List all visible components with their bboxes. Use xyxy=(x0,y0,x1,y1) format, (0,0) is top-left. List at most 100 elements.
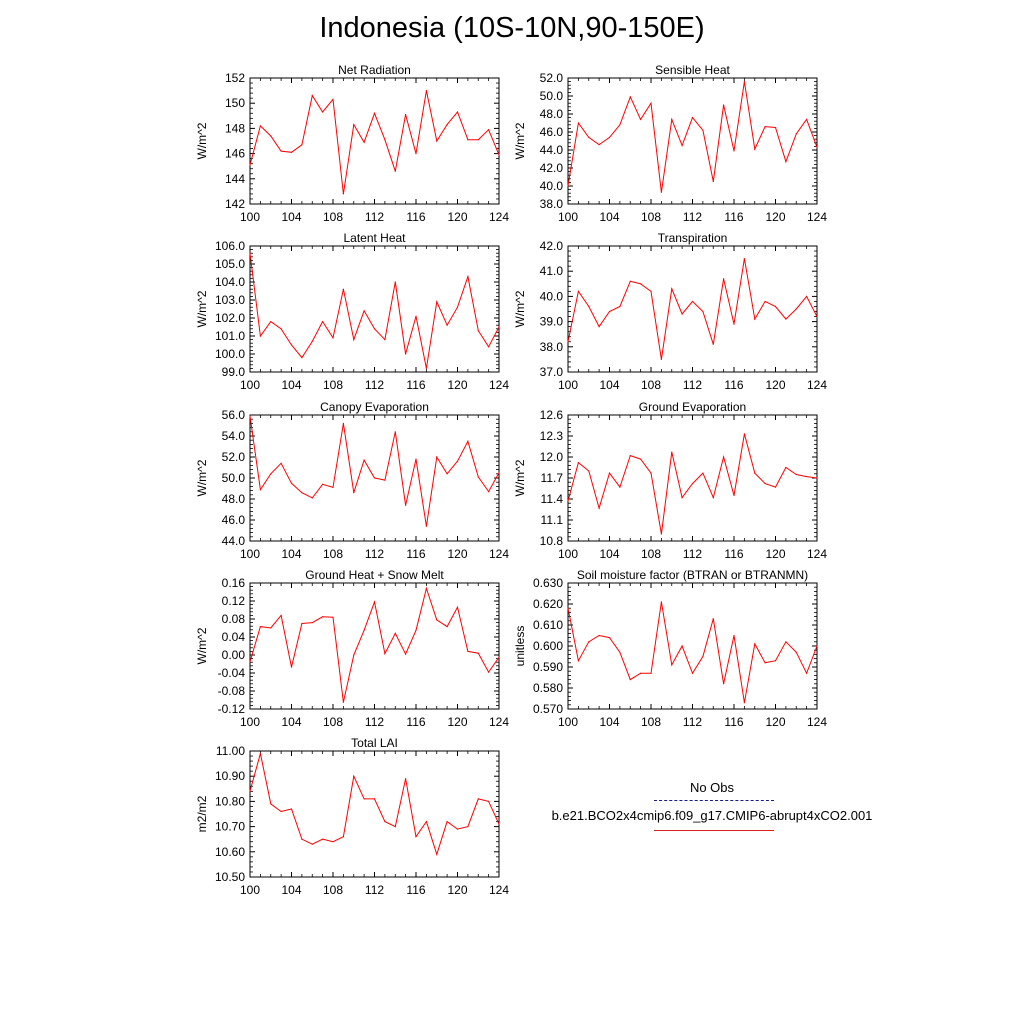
y-tick-label: 104.0 xyxy=(215,275,245,289)
x-tick-label: 104 xyxy=(281,715,301,729)
x-tick-label: 112 xyxy=(365,715,384,729)
data-point xyxy=(436,619,438,621)
x-tick-label: 112 xyxy=(683,715,702,729)
data-point xyxy=(342,836,344,838)
data-point xyxy=(249,164,251,166)
y-tick-label: 46.0 xyxy=(540,125,564,139)
y-tick-label: 44.0 xyxy=(222,534,246,548)
y-tick-label: 0.04 xyxy=(222,630,246,644)
data-point xyxy=(816,315,818,318)
data-point xyxy=(588,470,590,472)
data-point xyxy=(425,820,427,823)
data-point xyxy=(249,790,251,792)
data-point xyxy=(743,81,745,83)
data-point xyxy=(733,634,735,637)
y-tick-label: 12.6 xyxy=(540,408,564,422)
y-tick-label: 0.590 xyxy=(533,660,563,674)
data-point xyxy=(290,151,293,153)
data-point xyxy=(415,629,417,631)
data-point xyxy=(446,124,448,126)
y-tick-label: 42.0 xyxy=(540,239,564,253)
data-point xyxy=(373,477,376,479)
data-point xyxy=(467,650,469,653)
data-point xyxy=(743,433,745,435)
data-point xyxy=(785,466,787,469)
data-point xyxy=(456,606,459,608)
data-point xyxy=(467,139,469,141)
data-point xyxy=(650,472,652,474)
y-tick-label: 46.0 xyxy=(222,513,246,527)
y-tick-label: 0.630 xyxy=(533,576,563,590)
data-point xyxy=(712,497,714,499)
data-point xyxy=(764,300,766,303)
data-point xyxy=(415,836,417,838)
data-point xyxy=(691,117,694,119)
data-point xyxy=(270,473,272,475)
x-tick-label: 116 xyxy=(406,883,425,897)
data-point xyxy=(332,337,334,339)
y-tick-label: 38.0 xyxy=(540,197,564,211)
data-point xyxy=(619,651,621,653)
data-point xyxy=(311,622,313,624)
data-point xyxy=(743,258,745,260)
data-point xyxy=(373,112,376,114)
data-point xyxy=(785,318,787,320)
series-line xyxy=(567,258,818,360)
y-tick-label: 40.0 xyxy=(540,179,564,193)
x-tick-label: 108 xyxy=(323,715,343,729)
y-tick-label: 100.0 xyxy=(215,347,245,361)
panel-2: Sensible Heat W/m^2 38.0 40.0 42.0 44.0 46.0 48… xyxy=(513,63,827,224)
y-tick-label: 99.0 xyxy=(222,365,246,379)
data-point xyxy=(681,144,683,147)
data-point xyxy=(456,111,459,113)
x-tick-label: 116 xyxy=(724,378,743,392)
data-point xyxy=(795,308,797,310)
x-tick-label: 116 xyxy=(724,715,743,729)
data-point xyxy=(774,486,777,488)
data-point xyxy=(353,339,355,341)
data-point xyxy=(322,111,324,113)
data-point xyxy=(270,627,272,629)
y-tick-label: 10.8 xyxy=(540,534,564,548)
data-point xyxy=(467,826,469,828)
data-point xyxy=(270,135,272,137)
y-tick-label: 105.0 xyxy=(215,257,245,271)
data-point xyxy=(671,664,673,666)
data-point xyxy=(577,122,579,124)
data-point xyxy=(671,288,673,290)
data-point xyxy=(301,357,303,359)
x-tick-label: 100 xyxy=(240,210,260,224)
x-tick-label: 108 xyxy=(641,715,661,729)
data-point xyxy=(754,472,756,474)
y-axis-label: W/m^2 xyxy=(195,627,209,664)
data-point xyxy=(363,459,365,461)
y-tick-label: 50.0 xyxy=(540,89,564,103)
data-point xyxy=(415,153,417,155)
y-tick-label: 48.0 xyxy=(222,492,246,506)
x-tick-label: 104 xyxy=(281,378,301,392)
y-tick-label: 12.3 xyxy=(540,429,564,443)
data-point xyxy=(353,654,355,656)
data-point xyxy=(384,820,386,823)
data-point xyxy=(588,136,590,138)
data-point xyxy=(488,491,490,493)
y-tick-label: 0.16 xyxy=(222,576,246,590)
data-point xyxy=(681,313,683,315)
data-point xyxy=(816,645,818,647)
data-point xyxy=(311,95,313,97)
data-point xyxy=(488,800,490,803)
data-point xyxy=(816,146,818,148)
series-line xyxy=(249,253,500,369)
data-point xyxy=(384,479,386,481)
y-tick-label: 152 xyxy=(225,71,245,85)
y-tick-label: -0.12 xyxy=(218,702,246,716)
data-point xyxy=(322,483,324,485)
data-point xyxy=(456,306,459,308)
x-tick-label: 112 xyxy=(683,547,702,561)
data-point xyxy=(332,98,334,101)
data-point xyxy=(619,124,621,126)
data-point xyxy=(702,129,704,131)
data-point xyxy=(629,455,631,457)
data-point xyxy=(608,472,611,474)
data-point xyxy=(629,679,631,681)
